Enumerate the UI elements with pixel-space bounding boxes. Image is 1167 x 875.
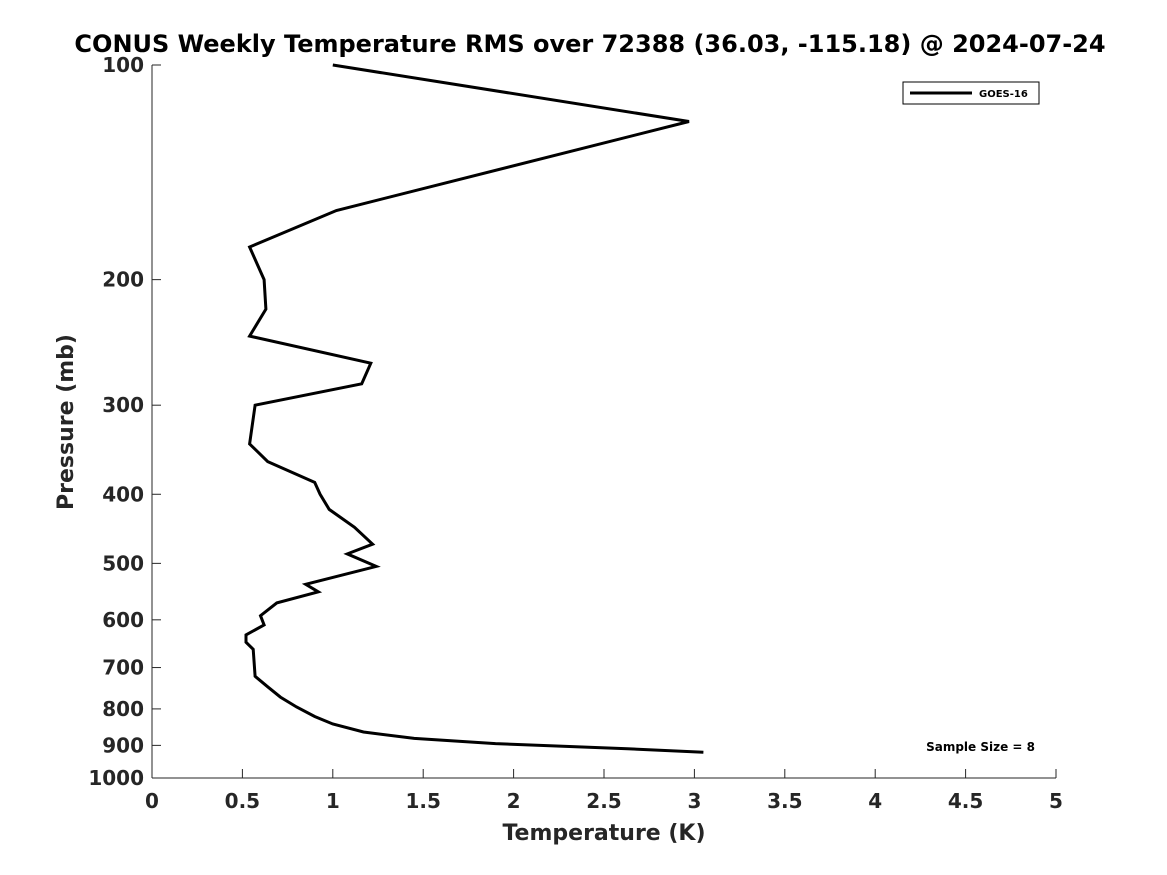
- x-tick-label: 4.5: [948, 789, 983, 813]
- y-tick-label: 200: [102, 268, 144, 292]
- y-tick-label: 500: [102, 551, 144, 575]
- y-tick-label: 900: [102, 733, 144, 757]
- x-tick-label: 0: [145, 789, 159, 813]
- x-tick-label: 1.5: [405, 789, 440, 813]
- series-layer: [244, 63, 704, 754]
- legend-label: GOES-16: [979, 89, 1028, 100]
- x-tick-label: 2.5: [586, 789, 621, 813]
- x-tick-label: 3.5: [767, 789, 802, 813]
- y-tick-label: 400: [102, 482, 144, 506]
- y-tick-label: 600: [102, 608, 144, 632]
- x-tick-label: 4: [868, 789, 882, 813]
- y-tick-label: 700: [102, 656, 144, 680]
- series-line-goes-16: [244, 63, 704, 754]
- x-tick-label: 3: [687, 789, 701, 813]
- chart-title: CONUS Weekly Temperature RMS over 72388 …: [74, 30, 1105, 58]
- y-tick-label: 800: [102, 697, 144, 721]
- x-tick-label: 1: [326, 789, 340, 813]
- y-tick-label: 1000: [88, 766, 144, 790]
- sample-size-annotation: Sample Size = 8: [926, 740, 1035, 754]
- y-tick-label: 100: [102, 53, 144, 77]
- x-tick-label: 5: [1049, 789, 1063, 813]
- y-axis-ticks: 100 200 300 400 500 600 700 800 900 1000: [88, 53, 161, 790]
- x-axis-label: Temperature (K): [502, 821, 705, 846]
- legend: GOES-16: [902, 81, 1040, 105]
- y-axis-label: Pressure (mb): [54, 334, 79, 510]
- x-axis-ticks: 0 0.5 1 1.5 2 2.5 3 3.5 4 4.5 5: [145, 769, 1063, 813]
- y-tick-label: 300: [102, 393, 144, 417]
- x-tick-label: 2: [507, 789, 521, 813]
- x-tick-label: 0.5: [225, 789, 260, 813]
